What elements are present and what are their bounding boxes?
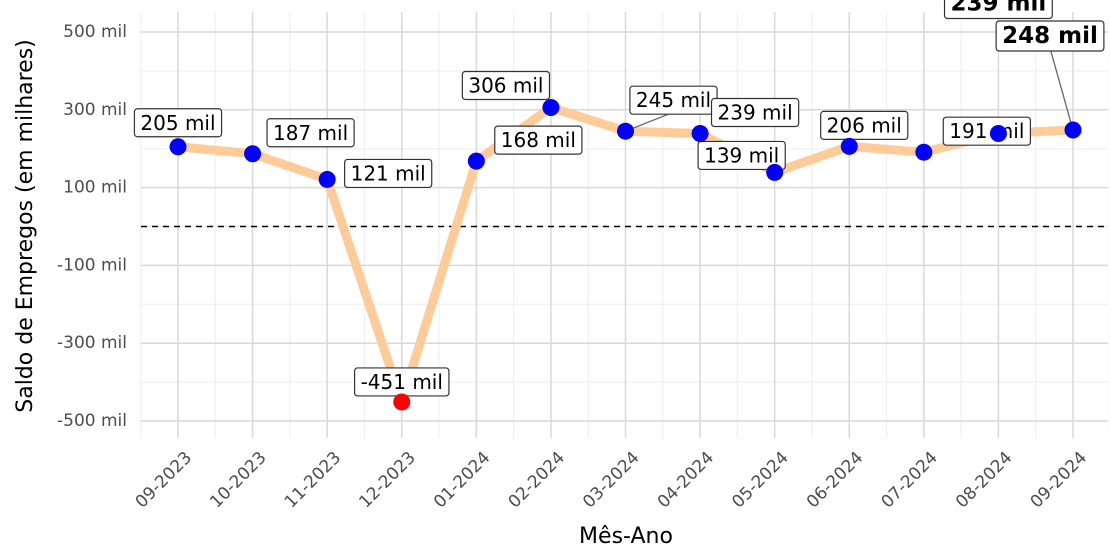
data-point <box>318 170 336 188</box>
data-label-text: 245 mil <box>636 88 711 112</box>
data-label: 206 mil <box>820 110 909 140</box>
data-label: 168 mil <box>494 125 583 155</box>
data-point <box>169 138 187 156</box>
label-leader-line <box>1049 47 1074 131</box>
x-tick-label: 02-2024 <box>505 448 569 512</box>
data-point <box>915 143 933 161</box>
data-point-layer <box>169 98 1082 411</box>
data-label: 239 mil <box>943 0 1053 20</box>
data-label: 191 mil <box>942 116 1032 146</box>
data-label-text: 239 mil <box>718 101 793 125</box>
x-tick-label: 04-2024 <box>654 448 718 512</box>
x-tick-label: 11-2023 <box>281 448 345 512</box>
x-tick-label: 07-2024 <box>877 448 941 512</box>
data-point <box>393 393 411 411</box>
x-tick-label: 08-2024 <box>952 448 1016 512</box>
x-tick-label: 05-2024 <box>728 448 792 512</box>
data-label-box <box>942 116 1032 146</box>
data-label-text: 121 mil <box>351 161 426 185</box>
data-label-text: 191 mil <box>949 119 1024 143</box>
data-label: 245 mil <box>625 85 718 132</box>
data-label-box <box>343 158 433 189</box>
x-tick-label: 09-2024 <box>1027 448 1091 512</box>
data-point <box>542 98 560 116</box>
y-tick-label: -500 mil <box>57 411 127 431</box>
data-label-text: 306 mil <box>468 73 543 97</box>
data-label-text: 168 mil <box>501 128 576 152</box>
data-label-box <box>266 118 355 148</box>
y-tick-label: 300 mil <box>63 100 127 120</box>
data-label: 306 mil <box>461 70 551 101</box>
y-tick-label: -100 mil <box>57 255 127 275</box>
x-tick-label: 01-2024 <box>430 448 494 512</box>
data-label: 205 mil <box>133 108 223 138</box>
data-label: 248 mil <box>995 20 1105 131</box>
data-label-text: 239 mil <box>951 0 1047 17</box>
y-tick-label: 500 mil <box>63 22 127 42</box>
data-label-box <box>494 125 583 155</box>
data-label-text: 205 mil <box>140 111 215 135</box>
data-label-text: 187 mil <box>273 121 348 145</box>
y-axis-title: Saldo de Empregos (em milhares) <box>13 39 38 413</box>
data-label-text: 248 mil <box>1002 23 1098 49</box>
data-point <box>840 137 858 155</box>
data-label-box <box>710 97 800 128</box>
x-tick-label: 06-2024 <box>803 448 867 512</box>
data-point <box>244 145 262 163</box>
x-tick-label: 03-2024 <box>579 448 643 512</box>
y-tick-labels: -500 mil -300 mil -100 mil 100 mil 300 mil 50… <box>57 22 127 431</box>
x-tick-label: 09-2023 <box>132 448 196 512</box>
data-label-box <box>461 70 551 101</box>
data-label-box <box>697 140 786 171</box>
data-point <box>989 125 1007 143</box>
x-axis-title: Mês-Ano <box>579 524 673 546</box>
label-leader-line <box>625 111 674 132</box>
y-tick-label: 100 mil <box>63 178 127 198</box>
data-label: 239 mil <box>710 97 800 128</box>
data-label-box <box>943 0 1053 20</box>
data-label-box <box>820 110 909 140</box>
data-label-text: 206 mil <box>827 113 902 137</box>
x-tick-label: 12-2023 <box>355 448 419 512</box>
data-label: -451 mil <box>353 367 450 397</box>
x-tick-labels: 09-2023 10-2023 11-2023 12-2023 01-2024 02-20… <box>132 448 1091 512</box>
data-label-box <box>995 20 1105 52</box>
data-point <box>467 152 485 170</box>
data-label: 121 mil <box>343 158 433 189</box>
data-point <box>691 125 709 143</box>
minor-gridlines <box>140 12 1110 438</box>
data-label: 139 mil <box>697 140 786 171</box>
data-label-text: 139 mil <box>704 143 779 167</box>
x-tick-label: 10-2023 <box>206 448 270 512</box>
data-point <box>1064 121 1082 139</box>
data-label-box <box>133 108 223 138</box>
major-gridlines <box>141 12 1108 438</box>
y-tick-label: -300 mil <box>57 333 127 353</box>
data-point <box>617 122 634 140</box>
data-point <box>766 163 784 181</box>
data-label: 187 mil <box>266 118 355 148</box>
data-label-text: -451 mil <box>361 370 443 394</box>
